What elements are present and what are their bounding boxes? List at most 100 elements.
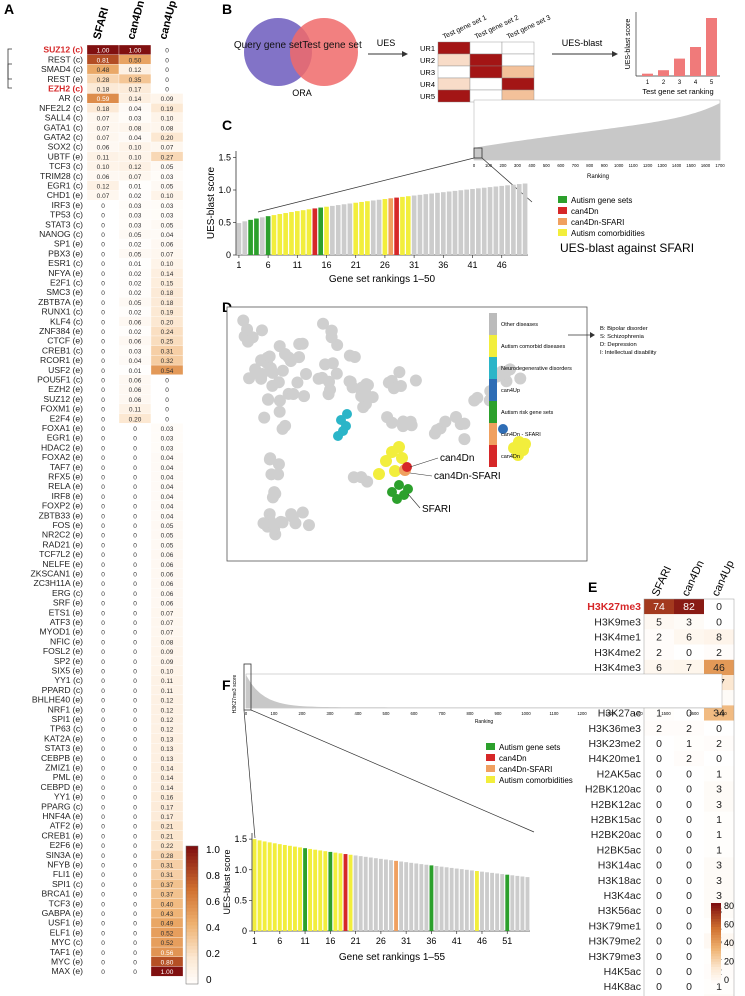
- inset-tick: 0: [473, 163, 476, 168]
- cell-value: 0.03: [161, 174, 174, 181]
- cell-value: 0: [101, 310, 105, 317]
- cell-value: 0.22: [161, 843, 174, 850]
- colorbar-segment: [711, 911, 721, 915]
- node-other-disease: [330, 367, 343, 380]
- cell-value: 0.10: [161, 193, 174, 200]
- colorbar-tick: 20: [724, 957, 734, 967]
- cell-value: 0: [101, 261, 105, 268]
- node-other-disease: [325, 324, 338, 337]
- cell-value: 0: [656, 860, 662, 872]
- ranked-bar: [404, 862, 409, 931]
- cell-value: 0.02: [129, 329, 142, 336]
- colorbar-segment: [186, 863, 198, 868]
- cell-value: 0: [165, 77, 169, 84]
- colorbar-segment: [186, 966, 198, 971]
- cell-value: 0.14: [161, 775, 174, 782]
- inset-tick: 1700: [715, 163, 725, 168]
- colorbar-segment: [711, 948, 721, 952]
- heatmap-frame: [643, 598, 735, 996]
- cell-value: 0: [686, 844, 692, 856]
- cell-value: 0: [101, 504, 105, 511]
- cell-value: 0.32: [161, 358, 174, 365]
- ranked-bar: [452, 190, 458, 255]
- colorbar-segment: [186, 932, 198, 937]
- colorbar-segment: [186, 908, 198, 913]
- cell-value: 0: [133, 775, 137, 782]
- ranked-bar: [358, 856, 363, 931]
- node-comorbid: [389, 465, 401, 477]
- cell-value: 0: [101, 513, 105, 520]
- node-other-disease: [355, 390, 368, 403]
- ranked-bar: [520, 876, 525, 931]
- cell-value: 0: [133, 562, 137, 569]
- cell-value: 0.49: [161, 921, 174, 928]
- cell-value: 0.10: [161, 116, 174, 123]
- cell-value: 0: [101, 523, 105, 530]
- heat-cell: [674, 781, 704, 797]
- colorbar-segment: [711, 940, 721, 944]
- ranked-bar: [411, 195, 417, 255]
- cell-value: 0: [101, 232, 105, 239]
- ranked-bar: [439, 866, 444, 931]
- cell-value: 0: [656, 753, 662, 765]
- cell-value: 0: [165, 57, 169, 64]
- row-label: H3K9me3: [594, 616, 641, 628]
- row-label: SUZ12 (e): [43, 394, 83, 404]
- cell-value: 0: [686, 966, 692, 978]
- colorbar-segment: [186, 880, 198, 885]
- matrix-cell: [437, 41, 471, 55]
- cell-value: 0: [101, 775, 105, 782]
- ranked-bar: [376, 199, 382, 255]
- ranked-bar: [328, 851, 333, 931]
- y-axis-title: UES-blast score: [222, 849, 232, 914]
- row-label: SIX5 (e): [51, 666, 83, 676]
- node-other-disease: [343, 349, 356, 362]
- cell-value: 0: [101, 698, 105, 705]
- node-comorbid: [519, 438, 531, 450]
- inset-frame: [245, 673, 723, 709]
- cell-value: 0: [133, 688, 137, 695]
- legend-label: Autism comorbidities: [499, 776, 573, 785]
- row-label: POU5F1 (c): [37, 375, 83, 385]
- cell-value: 0: [101, 281, 105, 288]
- node-comorbid: [512, 449, 524, 461]
- y-tick-label: 0.5: [218, 218, 231, 228]
- ranked-bar: [271, 215, 277, 255]
- row-label: IRF8 (e): [51, 491, 83, 501]
- panel-b-schematic: Query gene set Test gene set ORA UES Tes…: [234, 12, 720, 103]
- legend-label: Autism gene sets: [499, 743, 560, 752]
- legend-label: can4Dn: [571, 207, 599, 216]
- row-label: NFE2L2 (c): [39, 103, 83, 113]
- cell-value: 0: [101, 475, 105, 482]
- heat-cell: [704, 857, 734, 873]
- ranked-bar: [400, 196, 405, 255]
- node-other-disease: [273, 340, 286, 353]
- colorbar-segment: [186, 897, 198, 902]
- inset-tick: 600: [557, 163, 565, 168]
- ranked-bar: [236, 223, 242, 255]
- colorbar-segment: [711, 967, 721, 971]
- ranked-bar: [459, 869, 464, 931]
- y-tick-label: 1.5: [234, 834, 247, 844]
- cell-value: 0.25: [161, 339, 174, 346]
- cell-value: 0: [101, 630, 105, 637]
- node-other-disease: [409, 374, 422, 387]
- cell-value: 0.04: [161, 455, 174, 462]
- cell-value: 0.06: [161, 581, 174, 588]
- row-label: UBTF (e): [48, 151, 83, 161]
- ranked-bar: [481, 187, 487, 255]
- cell-value: 34: [713, 708, 725, 720]
- row-label: TCF3 (e): [49, 898, 84, 908]
- colorbar-segment: [711, 969, 721, 973]
- row-label: PPARD (c): [42, 685, 84, 695]
- inset-tick: 800: [586, 163, 594, 168]
- cell-value: 0.07: [161, 620, 174, 627]
- legend-label: can4Up: [501, 388, 520, 394]
- heat-cell: [644, 751, 674, 767]
- heat-cell: [674, 644, 704, 660]
- row-label: USF1 (e): [48, 918, 83, 928]
- cell-value: 0.02: [129, 310, 142, 317]
- cell-value: 1: [716, 768, 722, 780]
- inset-tick: 1600: [701, 163, 711, 168]
- heat-cell: [644, 872, 674, 888]
